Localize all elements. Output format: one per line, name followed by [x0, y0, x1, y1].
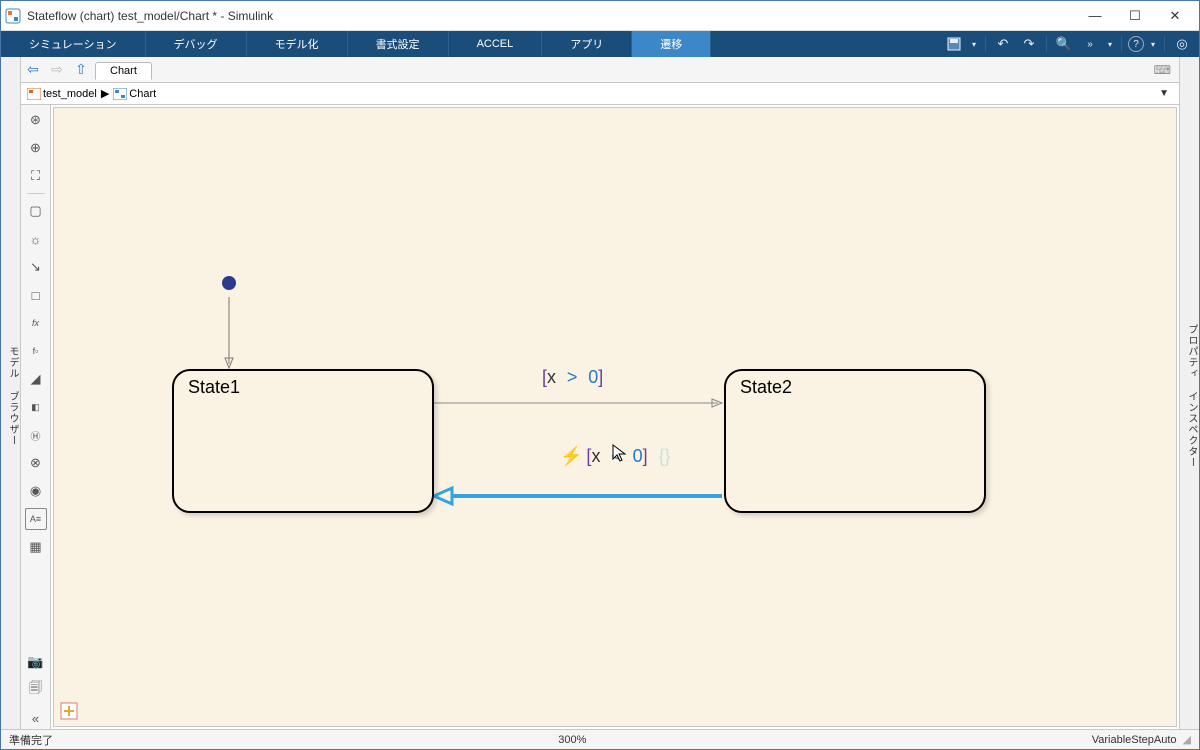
close-button[interactable]: ✕	[1155, 2, 1195, 30]
model-icon	[27, 87, 41, 101]
expand-icon[interactable]: »	[1079, 33, 1101, 55]
simulink-function-tool-icon[interactable]: f▫	[25, 340, 47, 362]
fit-to-view-icon[interactable]: ⛶	[25, 165, 47, 187]
nav-up-icon[interactable]: ⇧	[69, 59, 93, 81]
state-1-label: State1	[188, 377, 240, 398]
default-transition-source[interactable]	[222, 276, 236, 290]
truth-table-tool-icon[interactable]: ◢	[25, 368, 47, 390]
breadcrumb-dropdown-icon[interactable]: ▼	[1155, 88, 1173, 99]
breadcrumb-separator: ▶	[101, 87, 109, 100]
titlebar: Stateflow (chart) test_model/Chart * - S…	[1, 1, 1199, 31]
report-icon[interactable]: 🗐	[25, 679, 47, 701]
box-tool-icon[interactable]: □	[25, 284, 47, 306]
minimize-button[interactable]: ―	[1075, 2, 1115, 30]
history-junction-icon[interactable]: Ⓗ	[25, 424, 47, 446]
hide-palette-icon[interactable]: ⊛	[25, 109, 47, 131]
annotation-tool-icon[interactable]: A≡	[25, 508, 47, 530]
redo-icon[interactable]: ↷	[1018, 33, 1040, 55]
default-transition-tool-icon[interactable]: ↘	[25, 256, 47, 278]
chart-canvas[interactable]: State1 State2 [x > 0] ⚡[x < 0] {}	[53, 107, 1177, 727]
nav-toolbar: ⇦ ⇨ ⇧ Chart ⌨	[21, 57, 1179, 83]
graphical-function-tool-icon[interactable]: ◧	[25, 396, 47, 418]
save-icon[interactable]	[943, 33, 965, 55]
window-controls: ― ☐ ✕	[1075, 2, 1195, 30]
tab-transition[interactable]: 遷移	[632, 31, 711, 57]
breadcrumb-chart[interactable]: Chart	[129, 88, 156, 100]
entry-point-icon[interactable]: ◉	[25, 480, 47, 502]
nav-forward-icon[interactable]: ⇨	[45, 59, 69, 81]
breadcrumb: test_model ▶ Chart ▼	[21, 83, 1179, 105]
help-icon[interactable]: ?	[1128, 36, 1144, 52]
bolt-icon: ⚡	[560, 446, 582, 466]
app-window: Stateflow (chart) test_model/Chart * - S…	[0, 0, 1200, 750]
model-browser-panel[interactable]: モデル ブラウザー	[1, 57, 21, 729]
tab-apps[interactable]: アプリ	[542, 31, 632, 57]
state-2-label: State2	[740, 377, 792, 398]
transition-2-label[interactable]: ⚡[x < 0] {}	[560, 446, 671, 467]
chart-icon	[113, 87, 127, 101]
editor-area: ⇦ ⇨ ⇧ Chart ⌨ test_model ▶ Chart ▼ ⊛ ⊕ ⛶	[21, 57, 1179, 729]
nav-back-icon[interactable]: ⇦	[21, 59, 45, 81]
window-title: Stateflow (chart) test_model/Chart * - S…	[27, 9, 1075, 23]
bad-link-icon[interactable]	[60, 702, 78, 720]
body: モデル ブラウザー ⇦ ⇨ ⇧ Chart ⌨ test_model ▶ Cha…	[1, 57, 1199, 729]
status-left: 準備完了	[9, 732, 53, 748]
state-tool-icon[interactable]: ▢	[25, 200, 47, 222]
search-icon[interactable]: 🔍	[1053, 33, 1075, 55]
chevron-down-icon[interactable]: ▾	[969, 33, 979, 55]
zoom-fit-icon[interactable]: ⊕	[25, 137, 47, 159]
tab-format[interactable]: 書式設定	[348, 31, 449, 57]
tab-modeling[interactable]: モデル化	[247, 31, 348, 57]
maximize-button[interactable]: ☐	[1115, 2, 1155, 30]
target-icon[interactable]: ◎	[1171, 33, 1193, 55]
transition-1-label[interactable]: [x > 0]	[542, 367, 603, 388]
connective-junction-icon[interactable]: ⊗	[25, 452, 47, 474]
app-icon	[5, 8, 21, 24]
function-tool-icon[interactable]: fx	[25, 312, 47, 334]
resize-grip-icon[interactable]: ◢	[1183, 733, 1191, 746]
image-tool-icon[interactable]: ▦	[25, 536, 47, 558]
breadcrumb-model[interactable]: test_model	[43, 88, 97, 100]
state-1[interactable]: State1	[172, 369, 434, 513]
undo-icon[interactable]: ↶	[992, 33, 1014, 55]
tool-palette: ⊛ ⊕ ⛶ ▢ ☼ ↘ □ fx f▫ ◢ ◧ Ⓗ ⊗ ◉ A≡ ▦	[21, 105, 51, 729]
keyboard-icon[interactable]: ⌨	[1154, 63, 1171, 77]
junction-tool-icon[interactable]: ☼	[25, 228, 47, 250]
tab-simulation[interactable]: シミュレーション	[1, 31, 146, 57]
tab-accel[interactable]: ACCEL	[449, 31, 543, 57]
status-zoom[interactable]: 300%	[558, 734, 586, 746]
status-bar: 準備完了 300% VariableStepAuto ◢	[1, 729, 1199, 749]
property-inspector-panel[interactable]: プロパティ インスペクター	[1179, 57, 1199, 729]
status-solver[interactable]: VariableStepAuto	[1092, 734, 1177, 746]
toolstrip: シミュレーション デバッグ モデル化 書式設定 ACCEL アプリ 遷移 ▾ ↶…	[1, 31, 1199, 57]
chevron-down-icon[interactable]: ▾	[1148, 33, 1158, 55]
state-2[interactable]: State2	[724, 369, 986, 513]
tab-debug[interactable]: デバッグ	[146, 31, 247, 57]
collapse-palette-icon[interactable]: «	[25, 707, 47, 729]
chevron-down-icon[interactable]: ▾	[1105, 33, 1115, 55]
chart-tab[interactable]: Chart	[95, 62, 152, 80]
camera-icon[interactable]: 📷	[25, 651, 47, 673]
quick-access-toolbar: ▾ ↶ ↷ 🔍 » ▾ ? ▾ ◎	[943, 31, 1199, 57]
